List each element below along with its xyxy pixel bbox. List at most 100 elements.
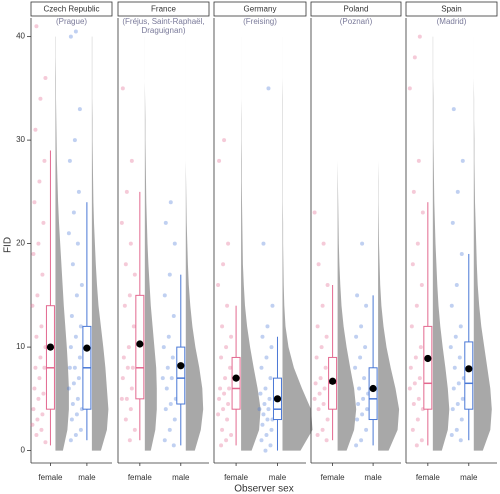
data-point (171, 314, 176, 319)
data-point (217, 396, 222, 401)
data-point (316, 407, 321, 412)
data-point (120, 86, 125, 91)
data-point (162, 293, 167, 298)
strip-title: Czech Republic (43, 5, 99, 14)
data-point (163, 220, 168, 225)
data-point (42, 158, 47, 163)
data-point (43, 440, 48, 445)
x-axis-label: Observer sex (234, 484, 293, 494)
data-point (218, 386, 223, 391)
data-point (410, 262, 415, 267)
data-point (219, 443, 224, 448)
data-point (222, 391, 227, 396)
strip (213, 1, 307, 17)
data-point (226, 402, 231, 407)
data-point (71, 381, 76, 386)
data-point (229, 433, 234, 438)
density (337, 36, 357, 451)
density (432, 36, 450, 451)
data-point (70, 402, 75, 407)
mean (273, 395, 282, 403)
x-tick-label: male (172, 473, 190, 482)
data-point (126, 345, 131, 350)
data-point (79, 283, 84, 287)
data-point (451, 107, 456, 112)
data-point (172, 417, 177, 422)
y-tick-label: 30 (16, 135, 25, 144)
data-point (361, 396, 366, 401)
data-point (127, 438, 132, 443)
box (464, 341, 474, 410)
mean (136, 340, 144, 348)
data-point (315, 433, 320, 438)
data-point (324, 334, 329, 339)
data-point (265, 417, 270, 422)
data-point (66, 386, 71, 391)
data-point (38, 355, 43, 360)
mean (46, 343, 55, 351)
data-point (455, 189, 460, 194)
data-point (161, 345, 166, 350)
data-point (456, 381, 461, 386)
data-point (419, 283, 424, 287)
data-point (324, 438, 329, 443)
data-point (73, 29, 78, 34)
data-point (75, 396, 80, 401)
mean (177, 362, 185, 370)
data-point (71, 210, 76, 215)
data-point (417, 34, 422, 39)
data-point (315, 324, 320, 329)
data-point (68, 34, 73, 39)
data-point (40, 412, 45, 417)
panel-subtitle: (Freising) (243, 17, 277, 26)
mean (329, 377, 337, 385)
data-point (68, 345, 73, 350)
data-point (226, 241, 231, 246)
data-point (459, 417, 464, 422)
data-point (453, 334, 458, 339)
data-point (268, 443, 273, 448)
y-axis-label: FID (3, 237, 14, 253)
data-point (219, 355, 224, 360)
panel-subtitle: (Poznań) (340, 17, 373, 26)
data-point (69, 417, 74, 422)
data-point (321, 402, 326, 407)
data-point (72, 365, 77, 370)
data-point (35, 293, 40, 298)
data-point (449, 433, 454, 438)
density (185, 36, 204, 451)
data-point (259, 438, 264, 443)
data-point (258, 391, 263, 396)
data-point (124, 396, 129, 401)
data-point (132, 427, 137, 432)
data-point (40, 272, 45, 277)
x-tick-label: female (224, 473, 249, 482)
data-point (356, 402, 361, 407)
data-point (216, 283, 221, 287)
data-point (413, 355, 418, 360)
data-point (167, 427, 172, 432)
data-point (268, 376, 273, 381)
data-point (220, 324, 225, 329)
data-point (410, 427, 415, 432)
data-point (455, 402, 460, 407)
data-point (35, 417, 40, 422)
box (231, 356, 241, 410)
data-point (39, 324, 44, 329)
data-point (30, 422, 35, 427)
data-point (265, 324, 270, 329)
data-point (363, 345, 368, 350)
data-point (168, 402, 173, 407)
data-point (416, 396, 421, 401)
strip (30, 1, 113, 17)
data-point (162, 438, 167, 443)
data-point (77, 107, 82, 112)
data-point (362, 376, 367, 381)
data-point (37, 376, 42, 381)
data-point (41, 220, 46, 225)
data-point (33, 365, 38, 370)
x-tick-label: female (128, 473, 153, 482)
data-point (364, 303, 369, 308)
x-tick-label: male (460, 473, 478, 482)
